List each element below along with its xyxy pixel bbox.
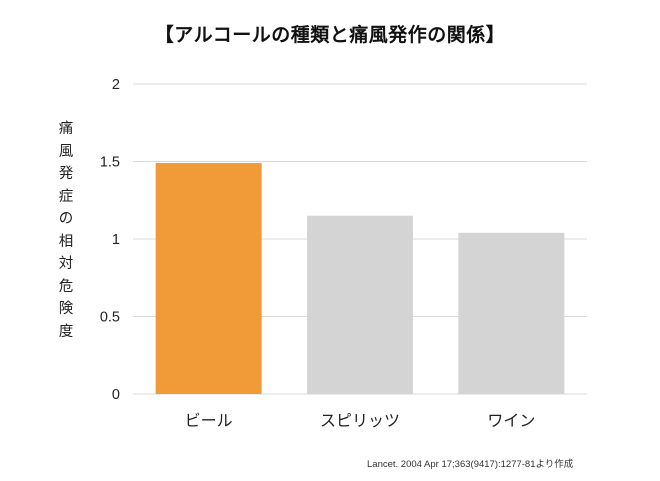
x-tick-label: ワイン: [487, 411, 535, 430]
y-tick-label: 0: [112, 387, 120, 403]
x-tick-label: スピリッツ: [320, 411, 400, 430]
source-note: Lancet. 2004 Apr 17;363(9417):1277-81より作…: [367, 459, 574, 470]
x-tick-label: ビール: [185, 411, 233, 430]
y-tick-label: 0.5: [100, 310, 120, 326]
y-tick-label: 1: [112, 232, 120, 248]
bar-3: [458, 232, 565, 394]
chart-title: 【アルコールの種類と痛風発作の関係】: [154, 24, 506, 46]
bar-2: [307, 215, 413, 394]
y-tick-label: 2: [112, 77, 120, 93]
y-axis-label: 痛風発症の相対危険度: [58, 121, 74, 340]
bar-1: [155, 163, 262, 394]
y-tick-label: 1.5: [100, 155, 120, 171]
